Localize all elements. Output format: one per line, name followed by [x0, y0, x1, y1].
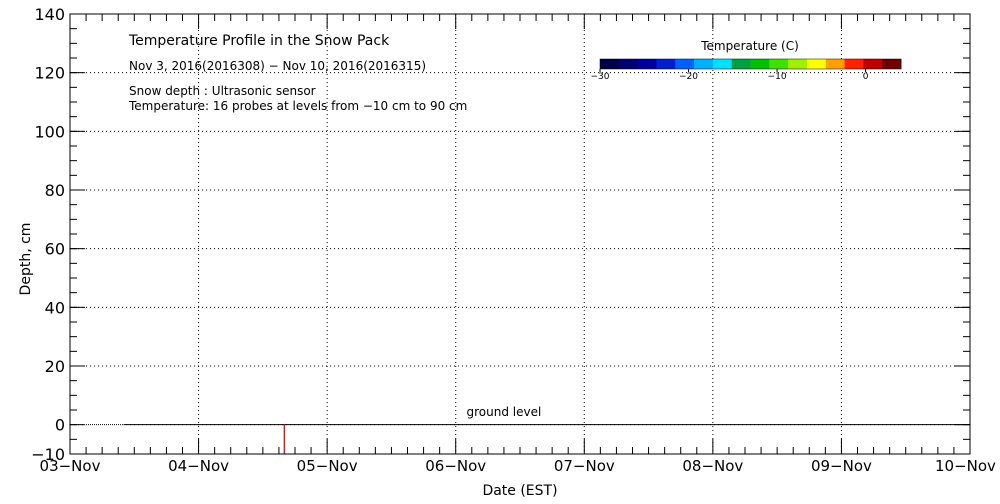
y-tick-label: 40 [45, 298, 65, 317]
x-tick-label: 05−Nov [297, 457, 358, 475]
colorbar-cell [600, 59, 620, 69]
x-axis-label: Date (EST) [482, 483, 557, 499]
colorbar-cell [675, 59, 695, 69]
x-tick-label: 03−Nov [40, 457, 101, 475]
x-tick-label: 07−Nov [554, 457, 615, 475]
colorbar-cells [599, 58, 902, 70]
colorbar-cell [863, 59, 883, 69]
chart-note-temperature: Temperature: 16 probes at levels from −1… [128, 99, 467, 113]
colorbar-title: Temperature (C) [700, 39, 799, 53]
y-axis-label: Depth, cm [18, 223, 34, 296]
colorbar-cell [788, 59, 808, 69]
x-tick-label: 04−Nov [168, 457, 229, 475]
x-tick-label: 10−Nov [935, 457, 996, 475]
y-tick-label: 100 [34, 122, 65, 141]
colorbar-tick-label: −30 [591, 72, 610, 82]
y-tick-label: 140 [34, 5, 65, 24]
colorbar-ticks: −30 −20 −10 0 [591, 69, 869, 82]
y-tick-label: 120 [34, 64, 65, 83]
y-tick-label: 60 [45, 240, 65, 259]
x-tick-label: 08−Nov [682, 457, 743, 475]
colorbar-cell [769, 59, 789, 69]
colorbar-cell [844, 59, 864, 69]
grid [70, 14, 970, 454]
data-layer: ground level [88, 405, 970, 454]
colorbar-tick-label: −20 [679, 72, 698, 82]
colorbar-cell [731, 59, 751, 69]
colorbar-tick-label: −10 [768, 72, 787, 82]
colorbar-cell [806, 59, 827, 69]
colorbar-cell [825, 59, 845, 69]
colorbar-cell [882, 59, 902, 69]
colorbar-cell [637, 59, 657, 69]
colorbar-cell [694, 59, 714, 69]
x-tick-label: 09−Nov [811, 457, 872, 475]
y-tick-label: 80 [45, 181, 65, 200]
x-tick-label: 06−Nov [425, 457, 486, 475]
chart-note-snow-depth: Snow depth : Ultrasonic sensor [129, 84, 316, 98]
plot-frame [69, 13, 971, 455]
colorbar-cell [750, 59, 770, 69]
colorbar-cell [656, 59, 676, 69]
colorbar-tick-label: 0 [863, 72, 869, 82]
colorbar-border [599, 58, 902, 70]
colorbar-cell [618, 59, 639, 69]
y-tick-label: 0 [55, 416, 65, 435]
y-tick-label: 20 [45, 357, 65, 376]
chart-title: Temperature Profile in the Snow Pack [128, 33, 390, 49]
ground-level-annotation: ground level [467, 405, 542, 419]
ticks: −10 0 20 40 60 80 100 120 140 03−Nov 04−Nov 05−Nov 0… [31, 5, 996, 475]
colorbar-cell [712, 59, 733, 69]
chart-subtitle: Nov 3, 2016(2016308) − Nov 10, 2016(2016… [129, 59, 426, 73]
y-tick-label: −10 [31, 445, 65, 464]
colorbar: Temperature (C) −30 −20 −10 0 [591, 39, 902, 82]
